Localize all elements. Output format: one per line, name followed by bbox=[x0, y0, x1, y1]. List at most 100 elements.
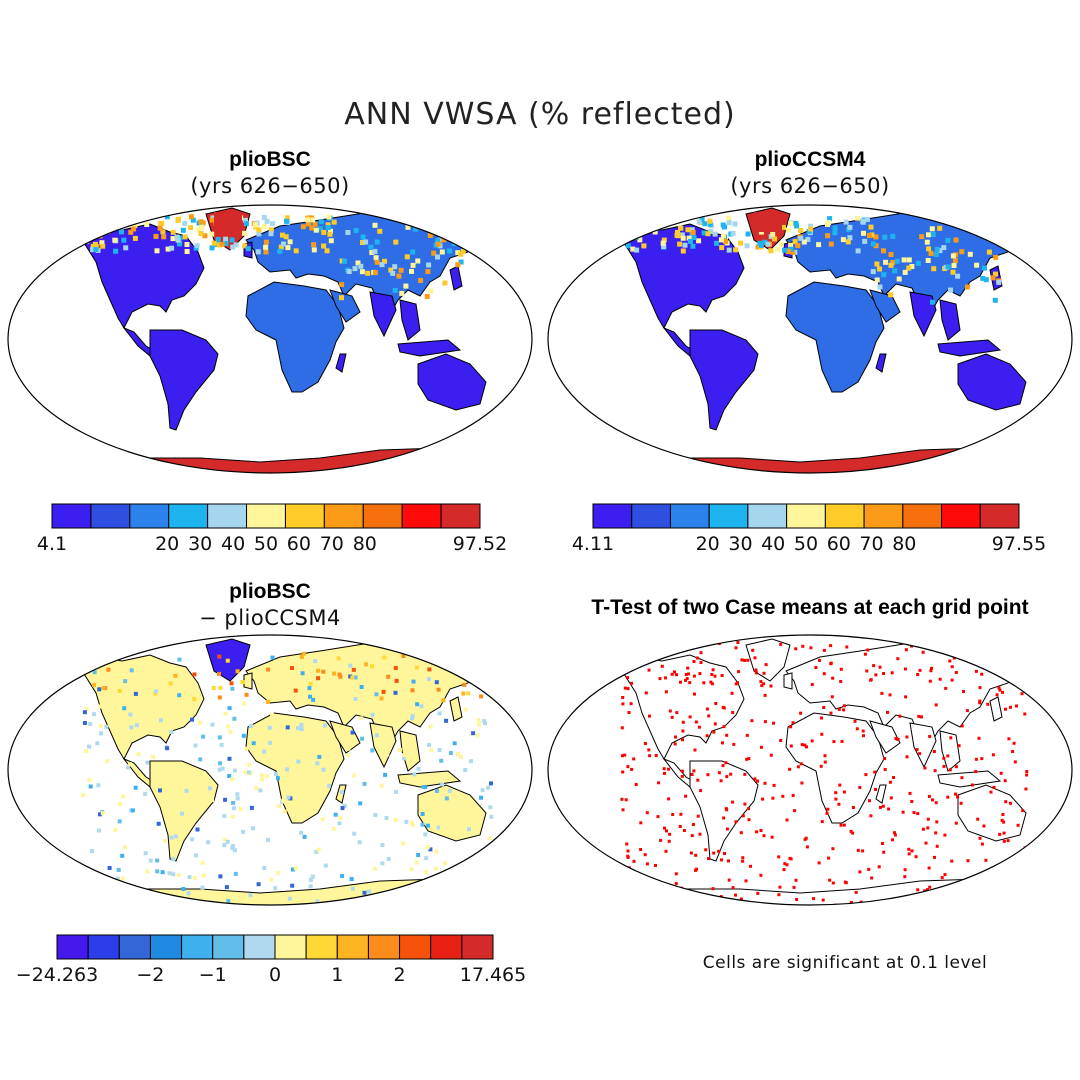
grid-cell bbox=[233, 871, 238, 876]
grid-cell bbox=[278, 244, 284, 250]
grid-cell bbox=[231, 844, 235, 848]
colorbar-tick-label: 30 bbox=[728, 533, 752, 555]
grid-cell bbox=[488, 805, 493, 810]
grid-cell bbox=[1002, 215, 1007, 221]
significant-cell bbox=[754, 671, 758, 675]
grid-cell bbox=[170, 236, 176, 242]
significant-cell bbox=[1000, 818, 1004, 822]
grid-cell bbox=[270, 655, 275, 660]
significant-cell bbox=[794, 878, 798, 882]
grid-cell bbox=[171, 872, 176, 877]
grid-cell bbox=[119, 229, 124, 235]
grid-cell bbox=[669, 217, 674, 223]
grid-cell bbox=[272, 721, 277, 726]
grid-cell bbox=[92, 683, 96, 688]
significant-cell bbox=[705, 707, 709, 711]
grid-cell bbox=[186, 891, 191, 896]
significant-cell bbox=[722, 725, 726, 729]
grid-cell bbox=[985, 224, 990, 229]
grid-cell bbox=[122, 845, 127, 850]
grid-cell bbox=[410, 716, 414, 721]
grid-cell bbox=[466, 691, 471, 696]
grid-cell bbox=[416, 853, 421, 857]
significant-cell bbox=[620, 726, 624, 730]
grid-cell bbox=[436, 687, 441, 692]
significant-cell bbox=[675, 673, 678, 677]
grid-cell bbox=[660, 240, 666, 246]
significant-cell bbox=[927, 794, 931, 798]
significant-cell bbox=[712, 907, 715, 910]
grid-cell bbox=[120, 876, 125, 881]
land-indonesia bbox=[937, 339, 1002, 357]
significant-cell bbox=[820, 716, 823, 720]
significant-cell bbox=[960, 724, 964, 728]
significant-cell bbox=[889, 796, 893, 800]
significant-cell bbox=[694, 868, 697, 872]
significant-cell bbox=[910, 849, 914, 853]
significant-cell bbox=[916, 673, 920, 676]
significant-cell bbox=[657, 781, 661, 785]
grid-cell bbox=[926, 246, 932, 252]
significant-cell bbox=[1023, 712, 1027, 716]
colorbar-tick-label: −2 bbox=[136, 964, 164, 986]
grid-cell bbox=[471, 731, 476, 736]
grid-cell bbox=[870, 269, 876, 275]
grid-cell bbox=[93, 247, 99, 252]
significant-cell bbox=[810, 683, 814, 686]
land-madagascar bbox=[875, 353, 887, 373]
figure-title: ANN VWSA (% reflected) bbox=[344, 97, 735, 132]
significant-cell bbox=[664, 676, 667, 680]
significant-cell bbox=[825, 811, 829, 815]
significant-cell bbox=[829, 711, 833, 715]
significant-cell bbox=[921, 827, 925, 831]
grid-cell bbox=[415, 665, 419, 670]
grid-cell bbox=[705, 231, 711, 237]
grid-cell bbox=[225, 658, 230, 663]
map-top-left bbox=[77, 207, 501, 473]
significant-cell bbox=[998, 688, 1002, 692]
significant-cell bbox=[678, 648, 682, 652]
grid-cell bbox=[263, 239, 269, 245]
grid-cell bbox=[145, 869, 150, 874]
grid-cell bbox=[427, 667, 432, 672]
grid-cell bbox=[781, 224, 786, 230]
significant-cell bbox=[760, 684, 764, 688]
significant-cell bbox=[687, 672, 690, 676]
significant-cell bbox=[918, 752, 922, 756]
grid-cell bbox=[246, 770, 251, 775]
land-antarctica bbox=[635, 878, 1041, 905]
grid-cell bbox=[198, 757, 203, 762]
grid-cell bbox=[118, 892, 123, 897]
grid-cell bbox=[231, 806, 236, 811]
grid-cell bbox=[134, 728, 138, 733]
significant-cell bbox=[627, 711, 631, 714]
colorbar-tick-label: −24.263 bbox=[16, 964, 98, 986]
grid-cell bbox=[982, 265, 987, 271]
significant-cell bbox=[939, 890, 943, 894]
grid-cell bbox=[95, 741, 100, 746]
grid-cell bbox=[339, 282, 345, 288]
significant-cell bbox=[872, 664, 876, 668]
grid-cell bbox=[782, 247, 788, 253]
significant-cell bbox=[849, 829, 853, 833]
grid-cell bbox=[200, 885, 205, 890]
grid-cell bbox=[862, 238, 868, 244]
grid-cell bbox=[434, 680, 439, 685]
grid-cell bbox=[115, 889, 119, 894]
grid-cell bbox=[350, 886, 355, 891]
grid-cell bbox=[284, 215, 290, 221]
significant-cell bbox=[909, 905, 912, 908]
grid-cell bbox=[128, 712, 133, 717]
grid-cell bbox=[393, 666, 398, 670]
significant-cell bbox=[933, 855, 936, 859]
grid-cell bbox=[472, 240, 478, 246]
grid-cell bbox=[699, 217, 705, 223]
grid-cell bbox=[758, 242, 764, 248]
grid-cell bbox=[250, 826, 255, 831]
grid-cell bbox=[148, 858, 153, 863]
grid-cell bbox=[952, 258, 958, 264]
grid-cell bbox=[420, 822, 425, 827]
grid-cell bbox=[170, 229, 176, 235]
colorbar-box bbox=[274, 934, 307, 960]
grid-cell bbox=[232, 716, 237, 721]
